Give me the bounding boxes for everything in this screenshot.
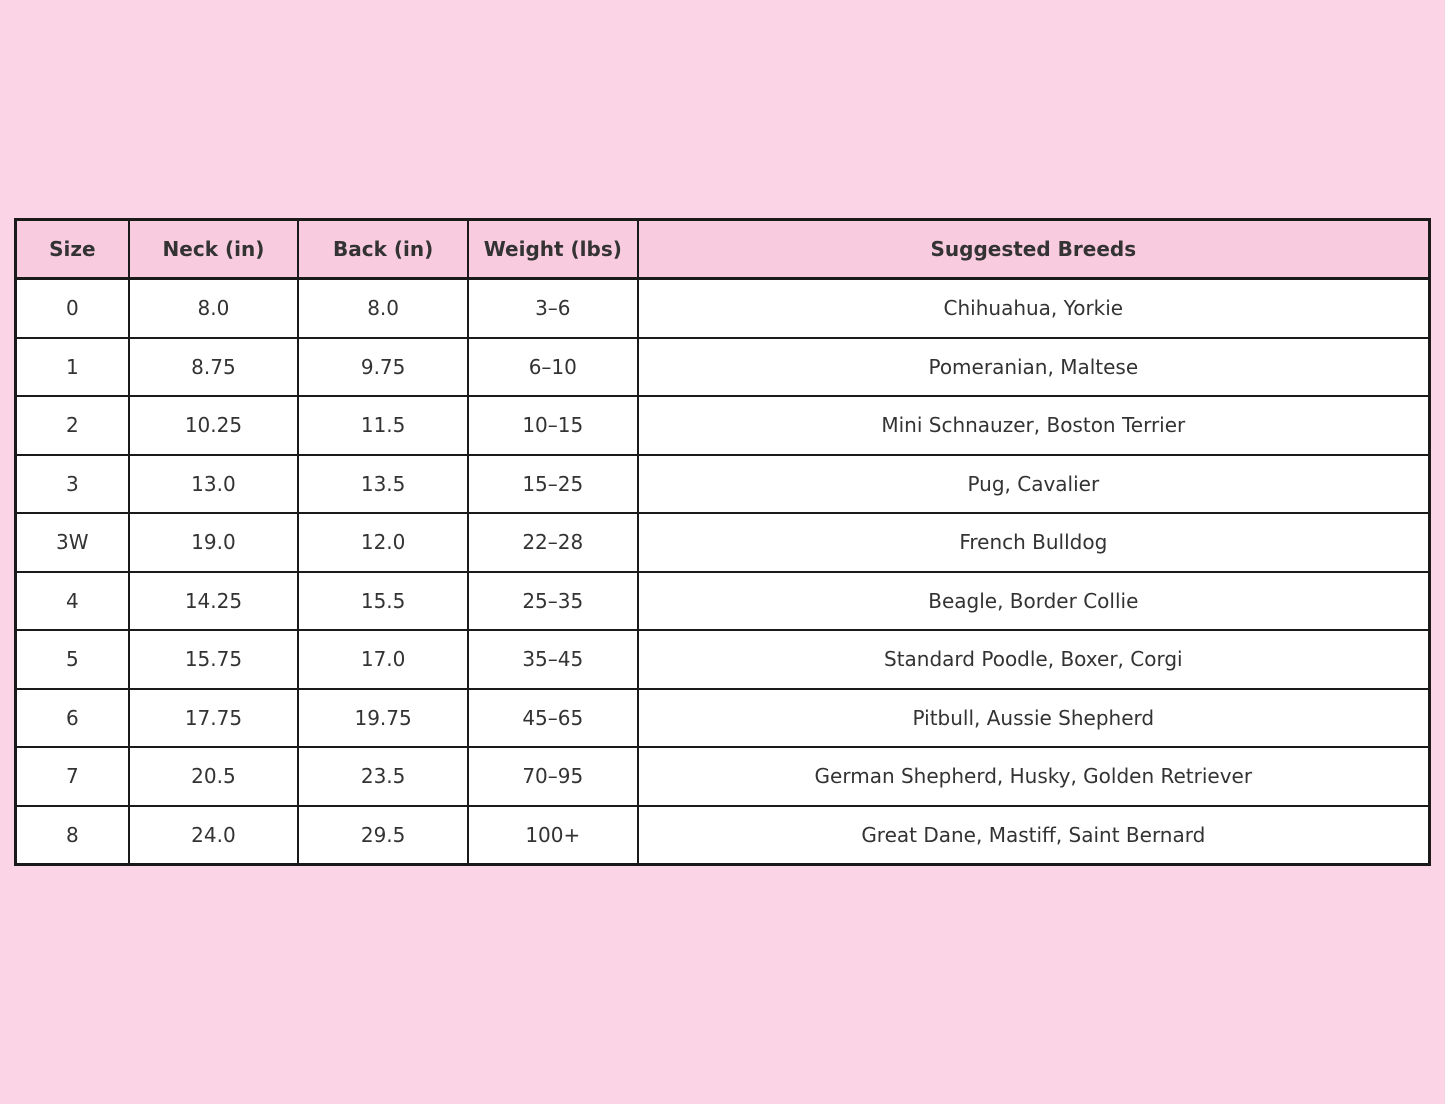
column-header-back: Back (in) — [297, 218, 469, 280]
cell-back: 23.5 — [297, 746, 469, 807]
column-header-breeds: Suggested Breeds — [636, 218, 1431, 280]
cell-breeds: German Shepherd, Husky, Golden Retriever — [636, 746, 1431, 807]
cell-neck: 15.75 — [127, 629, 300, 690]
cell-breeds: Standard Poodle, Boxer, Corgi — [636, 629, 1431, 690]
cell-back: 9.75 — [297, 336, 469, 397]
cell-breeds: Great Dane, Mastiff, Saint Bernard — [636, 804, 1431, 866]
table-row: 3 13.0 13.5 15–25 Pug, Cavalier — [14, 453, 1431, 514]
cell-size: 6 — [14, 687, 130, 748]
cell-neck: 20.5 — [127, 746, 300, 807]
table-row: 4 14.25 15.5 25–35 Beagle, Border Collie — [14, 570, 1431, 631]
cell-neck: 17.75 — [127, 687, 300, 748]
cell-size: 1 — [14, 336, 130, 397]
cell-neck: 19.0 — [127, 512, 300, 573]
table-row: 0 8.0 8.0 3–6 Chihuahua, Yorkie — [14, 277, 1431, 339]
cell-back: 19.75 — [297, 687, 469, 748]
cell-neck: 10.25 — [127, 395, 300, 456]
cell-back: 15.5 — [297, 570, 469, 631]
cell-breeds: Pug, Cavalier — [636, 453, 1431, 514]
table-row: 5 15.75 17.0 35–45 Standard Poodle, Boxer, C… — [14, 629, 1431, 690]
cell-breeds: Pomeranian, Maltese — [636, 336, 1431, 397]
cell-size: 3W — [14, 512, 130, 573]
cell-weight: 35–45 — [466, 629, 639, 690]
cell-weight: 45–65 — [466, 687, 639, 748]
cell-neck: 13.0 — [127, 453, 300, 514]
column-header-neck: Neck (in) — [127, 218, 300, 280]
cell-back: 11.5 — [297, 395, 469, 456]
cell-size: 7 — [14, 746, 130, 807]
cell-weight: 10–15 — [466, 395, 639, 456]
column-header-weight: Weight (lbs) — [466, 218, 639, 280]
cell-breeds: Mini Schnauzer, Boston Terrier — [636, 395, 1431, 456]
dog-sizing-table: Size Neck (in) Back (in) Weight (lbs) Su… — [14, 218, 1431, 866]
cell-breeds: Chihuahua, Yorkie — [636, 277, 1431, 339]
cell-size: 0 — [14, 277, 130, 339]
cell-weight: 6–10 — [466, 336, 639, 397]
cell-back: 12.0 — [297, 512, 469, 573]
sizing-table-container: Size Neck (in) Back (in) Weight (lbs) Su… — [14, 218, 1431, 866]
cell-weight: 25–35 — [466, 570, 639, 631]
table-row: 7 20.5 23.5 70–95 German Shepherd, Husky, Go… — [14, 746, 1431, 807]
cell-back: 17.0 — [297, 629, 469, 690]
cell-neck: 8.75 — [127, 336, 300, 397]
cell-breeds: Pitbull, Aussie Shepherd — [636, 687, 1431, 748]
cell-back: 8.0 — [297, 277, 469, 339]
table-row: 3W 19.0 12.0 22–28 French Bulldog — [14, 512, 1431, 573]
table-row: 1 8.75 9.75 6–10 Pomeranian, Maltese — [14, 336, 1431, 397]
cell-weight: 15–25 — [466, 453, 639, 514]
cell-weight: 3–6 — [466, 277, 639, 339]
table-body: 0 8.0 8.0 3–6 Chihuahua, Yorkie 1 8.75 9.75 6–10… — [14, 277, 1431, 866]
cell-size: 4 — [14, 570, 130, 631]
cell-size: 2 — [14, 395, 130, 456]
table-row: 6 17.75 19.75 45–65 Pitbull, Aussie Shepherd — [14, 687, 1431, 748]
header-row: Size Neck (in) Back (in) Weight (lbs) Su… — [14, 218, 1431, 280]
cell-breeds: Beagle, Border Collie — [636, 570, 1431, 631]
cell-size: 5 — [14, 629, 130, 690]
table-row: 8 24.0 29.5 100+ Great Dane, Mastiff, Saint … — [14, 804, 1431, 866]
cell-neck: 14.25 — [127, 570, 300, 631]
table-header: Size Neck (in) Back (in) Weight (lbs) Su… — [14, 218, 1431, 280]
cell-weight: 100+ — [466, 804, 639, 866]
cell-neck: 24.0 — [127, 804, 300, 866]
cell-weight: 22–28 — [466, 512, 639, 573]
cell-back: 29.5 — [297, 804, 469, 866]
cell-size: 3 — [14, 453, 130, 514]
table-row: 2 10.25 11.5 10–15 Mini Schnauzer, Boston Te… — [14, 395, 1431, 456]
cell-neck: 8.0 — [127, 277, 300, 339]
cell-weight: 70–95 — [466, 746, 639, 807]
cell-breeds: French Bulldog — [636, 512, 1431, 573]
cell-back: 13.5 — [297, 453, 469, 514]
column-header-size: Size — [14, 218, 130, 280]
cell-size: 8 — [14, 804, 130, 866]
